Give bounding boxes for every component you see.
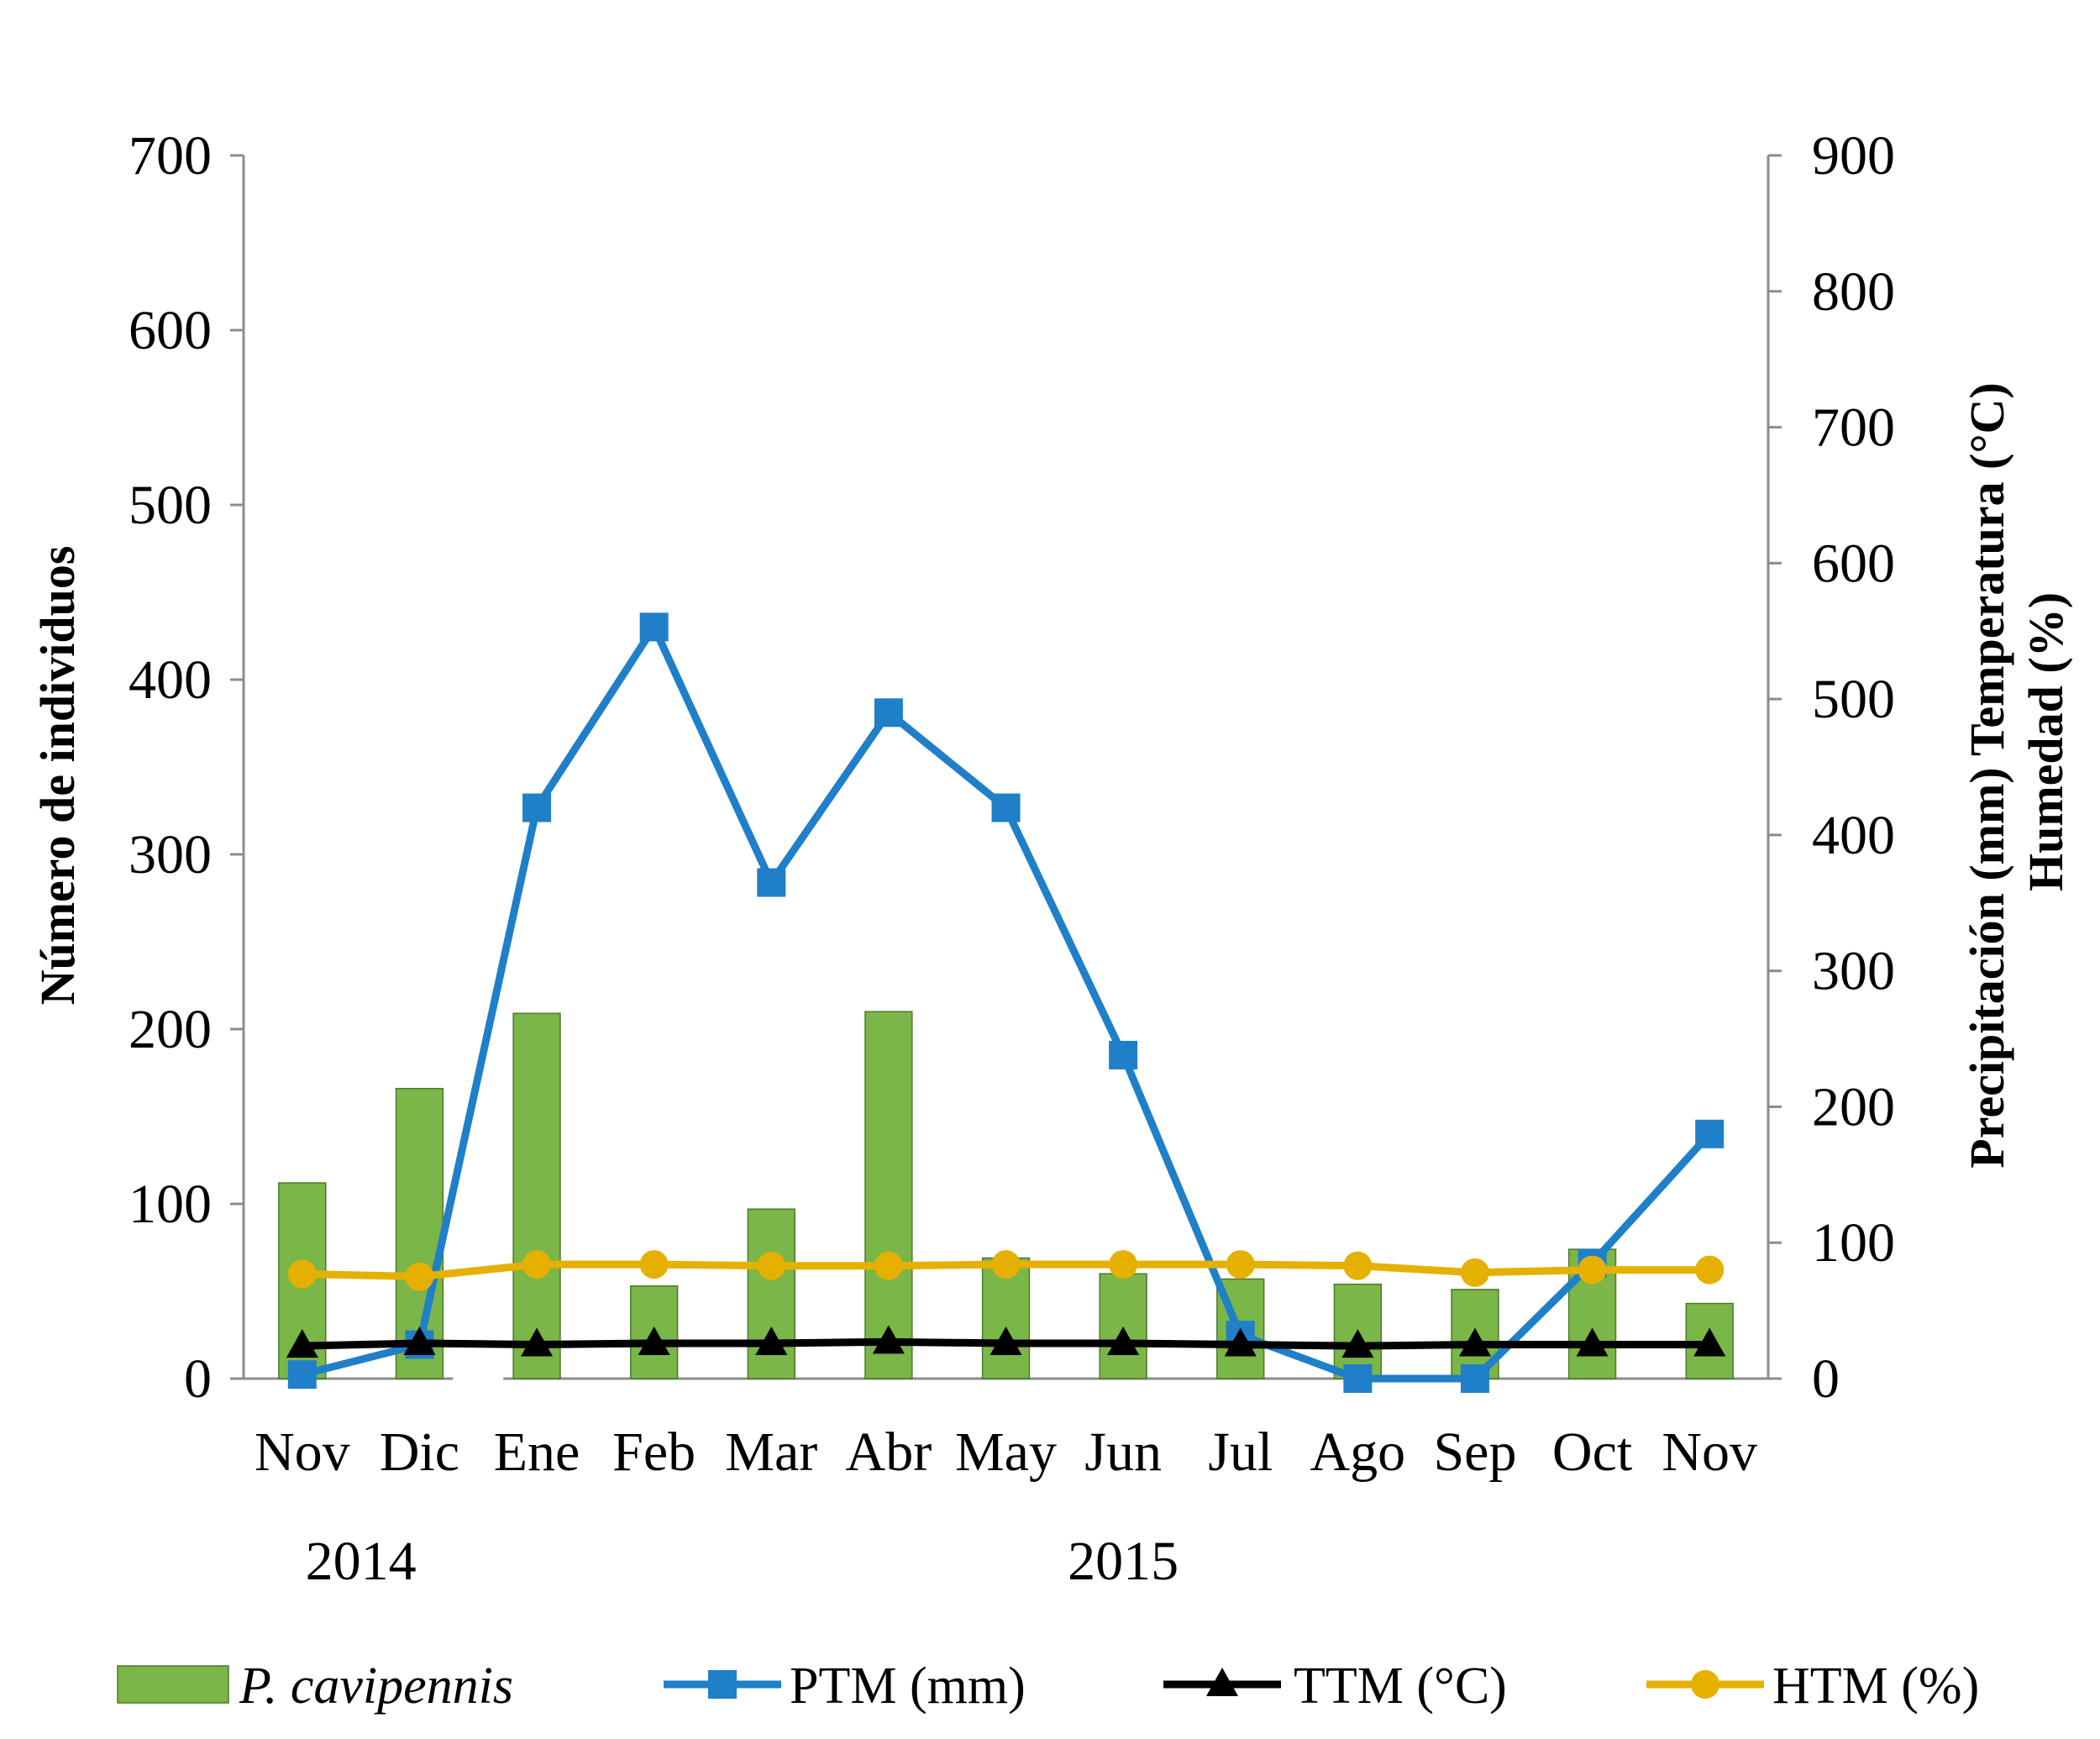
right-tick-label: 0: [1812, 1348, 1840, 1410]
right-tick-label: 600: [1812, 533, 1895, 594]
left-axis-title: Número de individuos: [30, 546, 85, 1006]
right-tick-label: 700: [1812, 397, 1895, 459]
category-label: Ago: [1310, 1421, 1406, 1483]
category-label: Dic: [380, 1421, 459, 1483]
data-point-square: [522, 793, 552, 822]
category-label: Sep: [1433, 1421, 1516, 1483]
data-point-circle: [757, 1251, 786, 1280]
left-tick-label: 300: [129, 824, 212, 885]
data-point-circle: [1460, 1258, 1489, 1287]
left-tick-label: 0: [184, 1348, 212, 1410]
category-label: May: [955, 1421, 1057, 1483]
legend-label: P. cavipennis: [239, 1658, 513, 1715]
legend-swatch-bar: [117, 1665, 229, 1704]
data-point-square: [991, 793, 1021, 822]
data-point-circle: [1343, 1251, 1373, 1280]
data-point-circle: [639, 1250, 669, 1279]
data-point-circle: [991, 1250, 1021, 1279]
legend-marker-circle: [1691, 1670, 1719, 1699]
data-point-square: [1109, 1040, 1138, 1069]
right-tick-label: 900: [1812, 125, 1895, 187]
data-point-circle: [287, 1259, 317, 1289]
legend-label: HTM (%): [1772, 1658, 1979, 1715]
data-point-circle: [405, 1262, 434, 1291]
data-point-square: [1460, 1364, 1489, 1393]
data-point-triangle: [990, 1326, 1022, 1355]
data-point-triangle: [1107, 1326, 1140, 1355]
data-point-triangle: [755, 1326, 788, 1355]
category-label: Feb: [612, 1421, 696, 1483]
data-point-triangle: [872, 1325, 905, 1354]
legend-marker-triangle: [1206, 1668, 1238, 1696]
right-tick-label: 800: [1812, 261, 1895, 323]
right-tick-label: 400: [1812, 805, 1895, 866]
data-point-triangle: [1224, 1327, 1257, 1357]
data-point-triangle: [638, 1326, 670, 1355]
data-point-circle: [1578, 1255, 1607, 1285]
data-point-triangle: [1693, 1327, 1726, 1357]
right-tick-label: 200: [1812, 1076, 1895, 1137]
data-point-triangle: [521, 1327, 554, 1357]
data-point-triangle: [403, 1326, 436, 1355]
left-tick-label: 700: [129, 125, 212, 187]
right-tick-label: 100: [1812, 1212, 1895, 1274]
data-point-triangle: [1458, 1327, 1491, 1357]
category-label: Jul: [1208, 1421, 1273, 1483]
data-point-circle: [874, 1251, 903, 1280]
data-point-square: [287, 1360, 317, 1390]
data-point-circle: [522, 1250, 552, 1279]
left-tick-label: 400: [129, 649, 212, 711]
data-point-square: [1343, 1364, 1373, 1393]
left-tick-label: 200: [129, 999, 212, 1060]
category-label: Jun: [1084, 1421, 1162, 1483]
bar: [512, 1012, 561, 1379]
legend-label: PTM (mm): [790, 1658, 1026, 1715]
legend-label: TTM (°C): [1294, 1658, 1507, 1715]
right-axis-title-line2: Humedad (%): [2019, 592, 2073, 891]
bar-series: [278, 1011, 1734, 1379]
right-axis-title-line1: Precipitación (mm) Temperatura (°C): [1960, 382, 2014, 1168]
axes: [230, 154, 1782, 1380]
category-label: Mar: [725, 1421, 817, 1483]
category-label: Nov: [1662, 1421, 1757, 1483]
axis-labels: 0 100 200 300 400 500 600 700 0 100 200 300 400 500 60…: [30, 125, 2073, 1592]
right-tick-label: 500: [1812, 669, 1895, 730]
left-tick-label: 600: [129, 300, 212, 361]
left-tick-label: 500: [129, 475, 212, 536]
data-point-triangle: [286, 1329, 318, 1358]
data-point-triangle: [1576, 1327, 1609, 1357]
data-point-circle: [1695, 1255, 1725, 1285]
data-point-square: [757, 868, 786, 897]
data-point-circle: [1109, 1250, 1138, 1279]
data-point-triangle: [1341, 1329, 1374, 1358]
legend: P. cavipennis PTM (mm) TTM (°C) HTM (%): [117, 1658, 1979, 1715]
data-point-circle: [1226, 1250, 1255, 1279]
data-point-square: [1695, 1119, 1725, 1148]
category-label: Ene: [494, 1421, 580, 1483]
left-tick-label: 100: [129, 1174, 212, 1235]
bar: [1099, 1273, 1147, 1379]
line-series: [286, 612, 1726, 1393]
right-tick-label: 300: [1812, 941, 1895, 1002]
year-label: 2014: [306, 1531, 417, 1592]
category-label: Oct: [1552, 1421, 1632, 1483]
bar: [864, 1011, 913, 1379]
category-label: Abr: [846, 1421, 932, 1483]
data-point-square: [874, 698, 903, 728]
legend-marker-square: [708, 1670, 737, 1699]
year-label: 2015: [1068, 1531, 1179, 1592]
category-label: Nov: [255, 1421, 350, 1483]
data-point-square: [639, 612, 669, 642]
